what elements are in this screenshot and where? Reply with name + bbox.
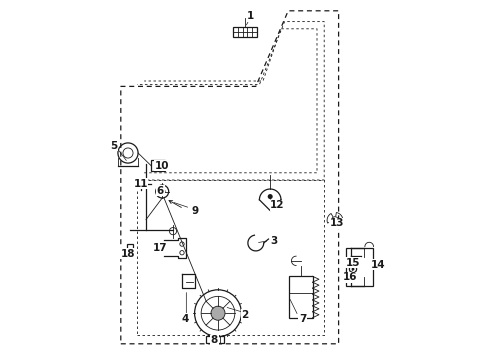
Text: 15: 15 — [346, 258, 360, 268]
Circle shape — [211, 306, 225, 320]
Text: 4: 4 — [182, 314, 189, 324]
Text: 2: 2 — [242, 310, 248, 320]
Bar — [346, 248, 373, 286]
Text: 9: 9 — [191, 206, 198, 216]
Text: 18: 18 — [121, 249, 135, 259]
Text: 11: 11 — [133, 179, 148, 189]
Bar — [289, 276, 313, 318]
Text: 3: 3 — [270, 236, 277, 246]
Text: 6: 6 — [157, 186, 164, 196]
Text: 13: 13 — [330, 218, 344, 228]
Text: 16: 16 — [343, 272, 358, 282]
Circle shape — [268, 194, 273, 199]
Text: 1: 1 — [247, 11, 254, 21]
Text: 17: 17 — [153, 243, 168, 253]
Bar — [151, 160, 165, 171]
Text: 14: 14 — [371, 260, 386, 270]
Text: 5: 5 — [110, 141, 117, 151]
Circle shape — [351, 267, 354, 271]
Text: 7: 7 — [299, 314, 306, 324]
Bar — [206, 336, 224, 343]
Text: 12: 12 — [270, 200, 285, 210]
Bar — [233, 27, 257, 37]
Text: 8: 8 — [211, 335, 218, 345]
Bar — [127, 244, 133, 255]
Text: 10: 10 — [155, 161, 170, 171]
